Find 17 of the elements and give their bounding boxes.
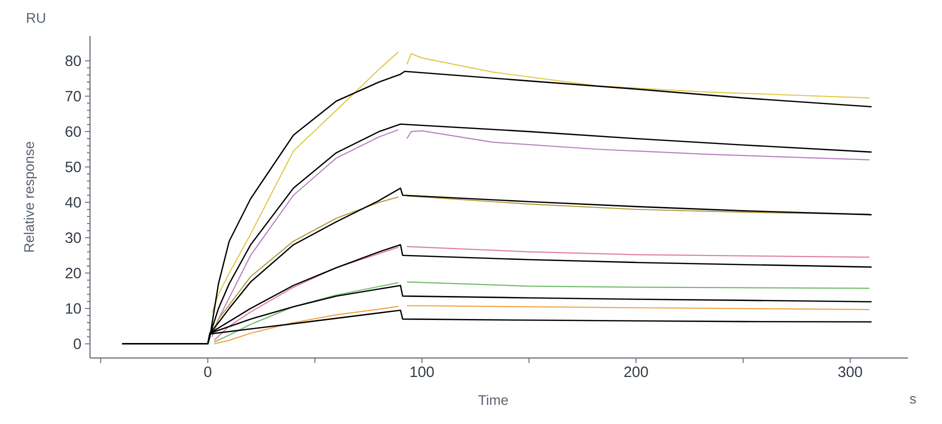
y-axis-title: Relative response [24,142,37,252]
y-tick-label: 10 [66,303,81,314]
y-tick-label: 30 [65,232,81,243]
y-tick-label: 80 [66,55,81,66]
x-axis-title: Time [478,394,508,405]
y-tick-label: 60 [66,126,81,137]
y-tick-label: 0 [74,338,81,350]
y-tick-label: 70 [66,90,81,102]
text: s [910,396,916,404]
y-tick-label: 40 [65,197,81,208]
y-tick-label: 20 [66,268,81,278]
text: RU [27,13,46,23]
y-tick-label: 50 [65,162,81,172]
x-tick-label: 0 [204,366,212,378]
x-tick-label: 300 [838,366,862,378]
x-tick-label: 200 [624,366,648,378]
x-tick-label: 100 [410,366,434,378]
